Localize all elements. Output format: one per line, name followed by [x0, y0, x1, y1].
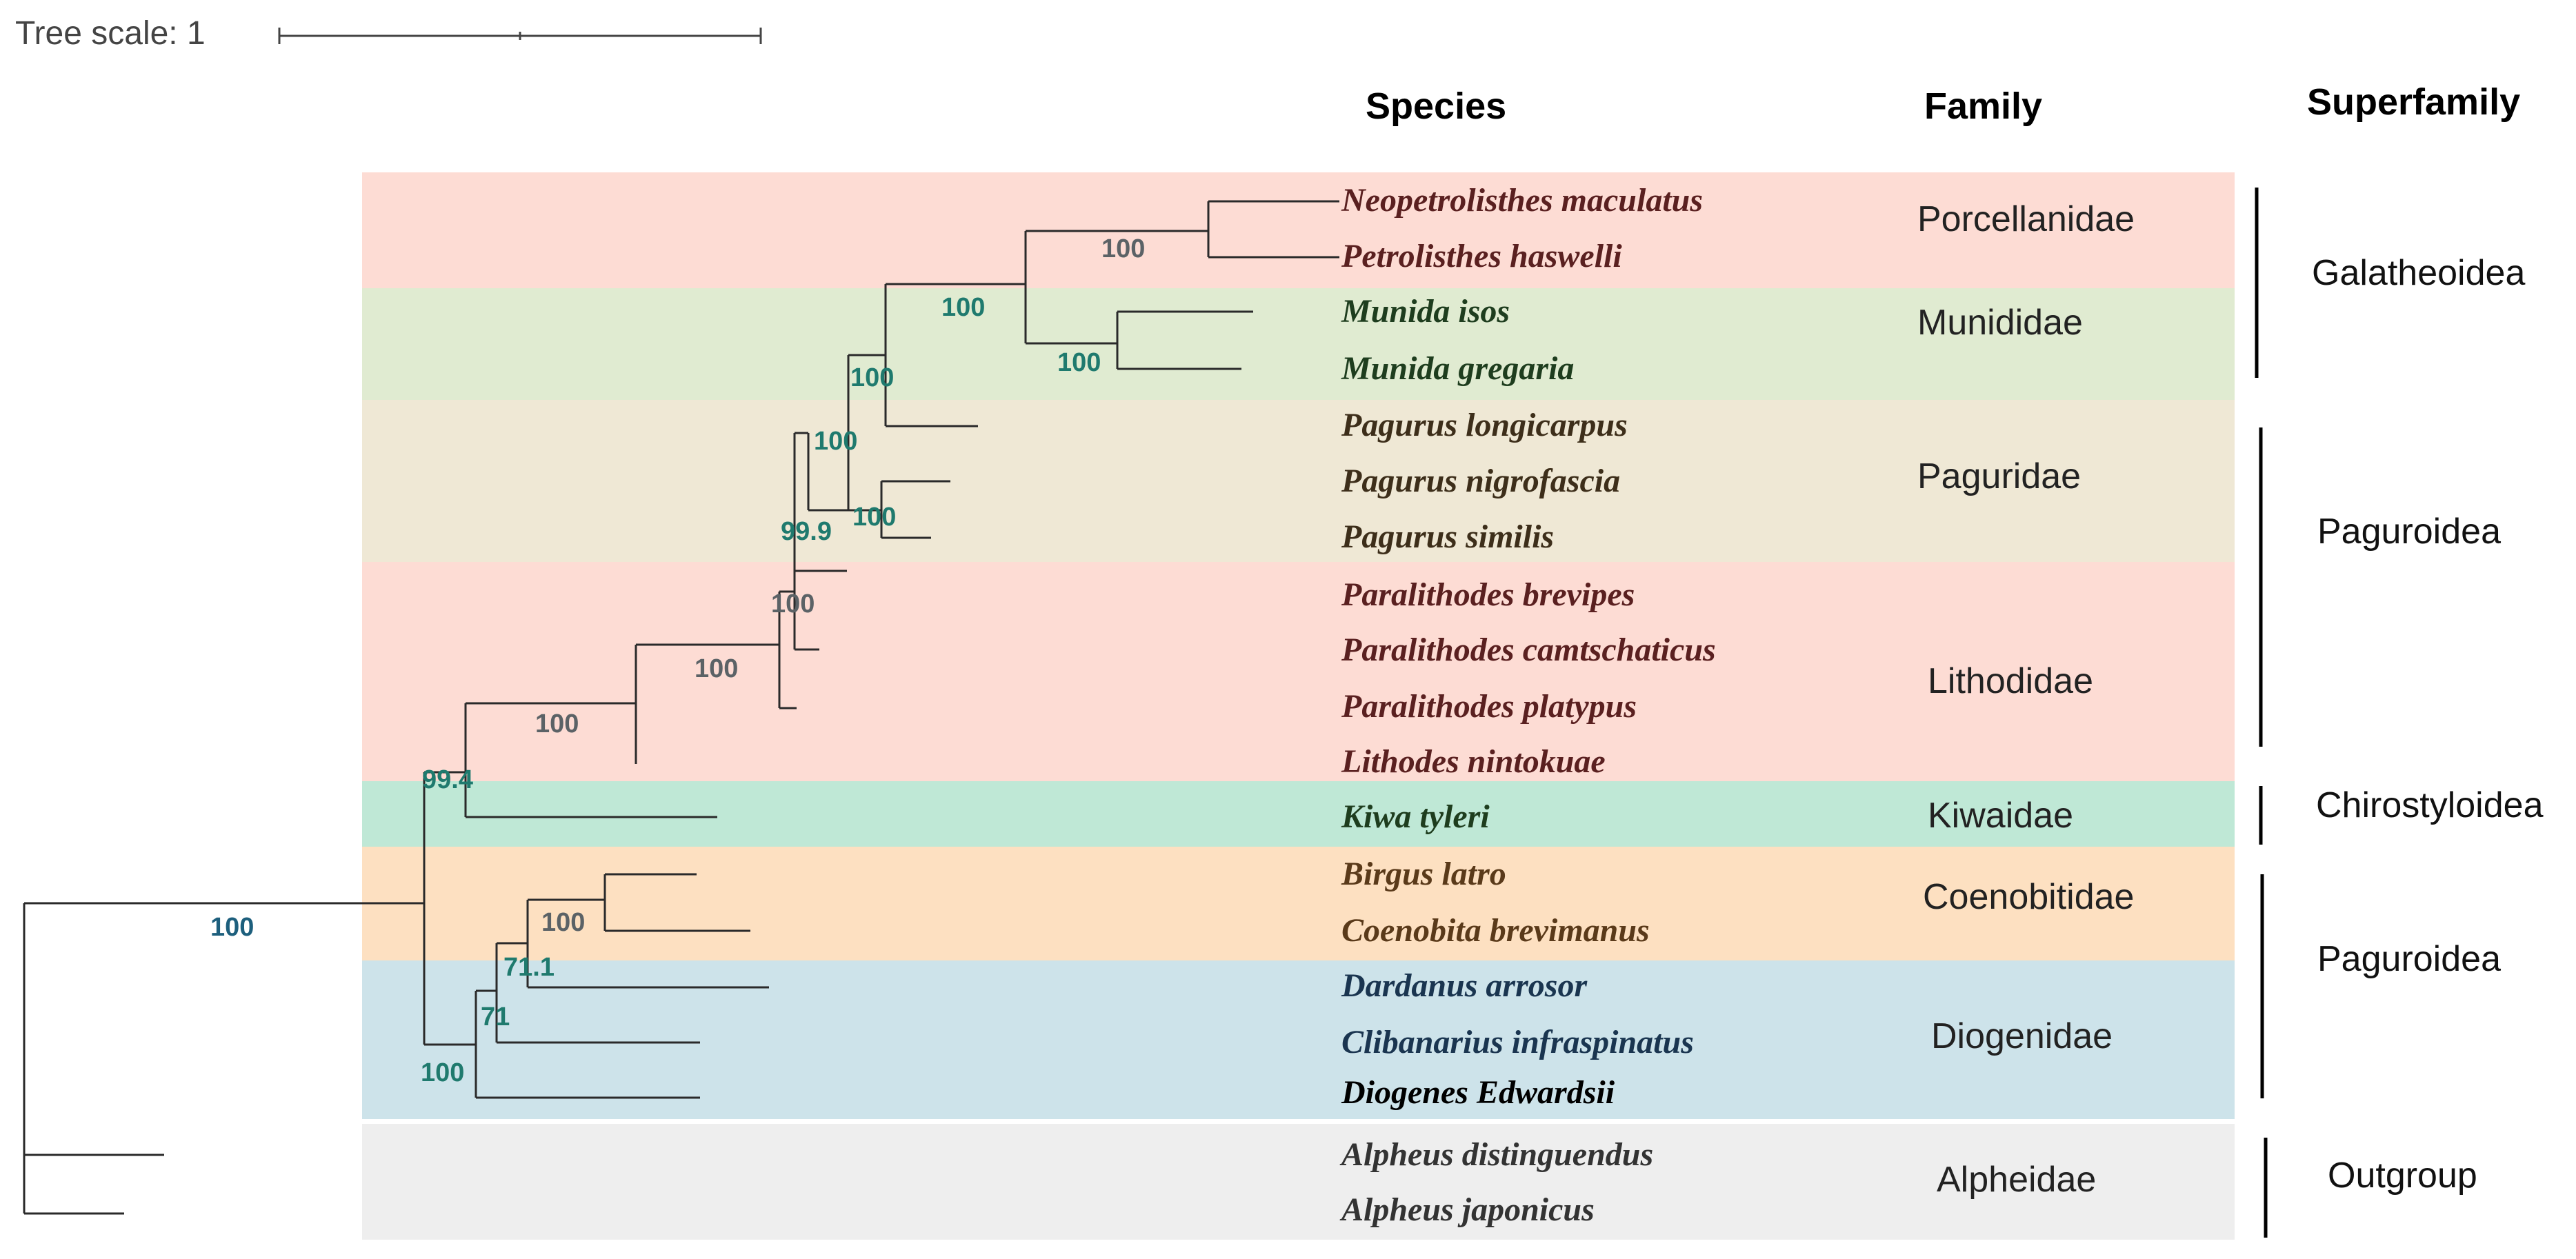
- support-value: 100: [535, 709, 579, 738]
- species-label: Neopetrolisthes maculatus: [1341, 182, 1703, 219]
- superfamily-label: Paguroidea: [2317, 939, 2501, 979]
- support-value: 71.1: [503, 953, 555, 982]
- family-band-porcellanidae: [362, 172, 2235, 288]
- species-label: Birgus latro: [1341, 856, 1506, 892]
- support-values: 100 100 100 100 100 100 99.9 100 100 100…: [210, 234, 1145, 1087]
- species-label: Munida gregaria: [1341, 350, 1574, 387]
- species-label: Alpheus distinguendus: [1339, 1136, 1653, 1173]
- superfamily-label: Outgroup: [2328, 1156, 2477, 1196]
- species-label: Alpheus japonicus: [1339, 1191, 1595, 1228]
- family-label: Munididae: [1917, 303, 2083, 343]
- species-labels: Neopetrolisthes maculatus Petrolisthes h…: [1339, 182, 1716, 1228]
- family-label: Lithodidae: [1928, 661, 2093, 701]
- species-header: Species: [1366, 85, 1506, 127]
- superfamily-brackets: [2255, 188, 2268, 1238]
- family-labels: Porcellanidae Munididae Paguridae Lithod…: [1917, 199, 2135, 1200]
- species-label: Pagurus nigrofascia: [1341, 463, 1620, 499]
- species-label: Paralithodes platypus: [1341, 688, 1637, 725]
- family-band-kiwaidae: [362, 781, 2235, 847]
- family-band-lithodidae: [362, 562, 2235, 781]
- family-header: Family: [1924, 85, 2042, 127]
- family-label: Diogenidae: [1931, 1016, 2113, 1056]
- species-label: Kiwa tyleri: [1341, 798, 1490, 835]
- superfamily-label: Chirostyloidea: [2316, 785, 2544, 825]
- species-label: Munida isos: [1341, 293, 1510, 330]
- family-label: Porcellanidae: [1917, 199, 2135, 239]
- tree-scale-label: Tree scale: 1: [15, 15, 206, 52]
- family-label: Kiwaidae: [1928, 796, 2073, 836]
- family-label: Coenobitidae: [1923, 877, 2134, 917]
- support-value: 100: [852, 503, 896, 532]
- family-band-alpheidae: [362, 1124, 2235, 1240]
- support-value: 100: [1101, 234, 1145, 263]
- superfamily-header: Superfamily: [2307, 81, 2520, 123]
- species-label: Lithodes nintokuae: [1341, 743, 1606, 780]
- support-value: 100: [421, 1058, 464, 1087]
- support-value: 100: [941, 293, 985, 322]
- species-label: Paralithodes camtschaticus: [1341, 632, 1716, 668]
- family-label: Paguridae: [1917, 456, 2081, 496]
- family-label: Alpheidae: [1937, 1160, 2096, 1200]
- support-value: 100: [541, 908, 585, 937]
- superfamily-label: Galatheoidea: [2312, 253, 2525, 293]
- tree-scale-bar: [278, 28, 762, 44]
- support-value: 99.4: [422, 765, 473, 794]
- species-label: Diogenes Edwardsii: [1341, 1074, 1615, 1111]
- species-label: Clibanarius infraspinatus: [1341, 1024, 1694, 1060]
- species-label: Petrolisthes haswelli: [1341, 238, 1622, 274]
- support-value: 99.9: [781, 517, 832, 546]
- family-band-munididae: [362, 288, 2235, 400]
- superfamily-label: Paguroidea: [2317, 512, 2501, 552]
- species-label: Coenobita brevimanus: [1341, 912, 1650, 949]
- family-band-coenobitidae: [362, 847, 2235, 960]
- support-value: 100: [210, 913, 254, 942]
- support-value: 100: [850, 363, 894, 392]
- support-value: 100: [695, 654, 738, 683]
- tree-branches: [23, 200, 1339, 1215]
- family-band-paguridae: [362, 400, 2235, 562]
- superfamily-labels: Galatheoidea Paguroidea Chirostyloidea P…: [2312, 253, 2544, 1196]
- support-value: 100: [814, 427, 857, 456]
- species-label: Pagurus longicarpus: [1341, 407, 1628, 443]
- species-label: Pagurus similis: [1341, 518, 1554, 555]
- support-value: 100: [771, 590, 815, 618]
- support-value: 71: [481, 1003, 510, 1031]
- species-label: Dardanus arrosor: [1341, 967, 1588, 1004]
- species-label: Paralithodes brevipes: [1341, 576, 1635, 613]
- support-value: 100: [1057, 348, 1101, 377]
